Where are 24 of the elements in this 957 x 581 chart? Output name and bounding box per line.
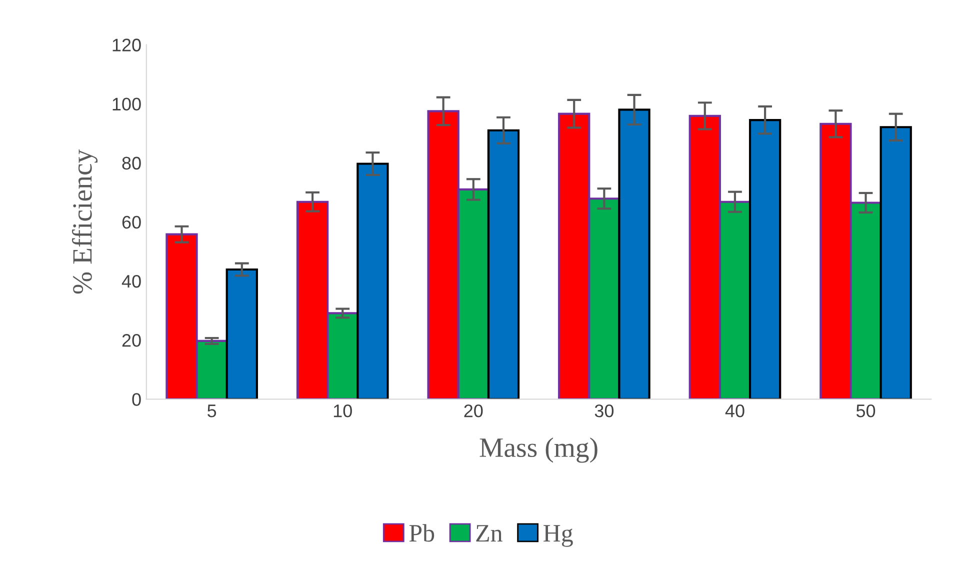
bar: [748, 119, 782, 400]
y-tick-label: 60: [122, 216, 141, 229]
bar: [487, 129, 520, 400]
y-tick-label: 20: [122, 334, 141, 347]
legend-label: Pb: [409, 524, 434, 542]
x-tick-label: 40: [725, 404, 744, 418]
x-tick-label: 20: [464, 404, 483, 418]
x-tick-label: 30: [594, 404, 614, 418]
x-tick-label: 5: [208, 404, 216, 418]
y-tick-label: 100: [112, 98, 141, 111]
x-axis-title: Mass (mg): [480, 438, 598, 463]
x-tick-label: 50: [856, 404, 876, 418]
legend-label: Hg: [544, 525, 573, 547]
y-axis-title: % Efficiency: [72, 149, 98, 294]
y-tick-label: 120: [112, 38, 141, 52]
legend-label: Zn: [476, 525, 502, 542]
bar: [356, 162, 389, 400]
bar: [226, 268, 258, 400]
bar: [618, 108, 650, 400]
y-tick-label: 40: [122, 274, 141, 288]
y-tick-label: 0: [132, 393, 141, 406]
y-tick-label: 80: [122, 156, 141, 170]
x-tick-label: 10: [334, 404, 352, 418]
bar: [880, 126, 912, 400]
